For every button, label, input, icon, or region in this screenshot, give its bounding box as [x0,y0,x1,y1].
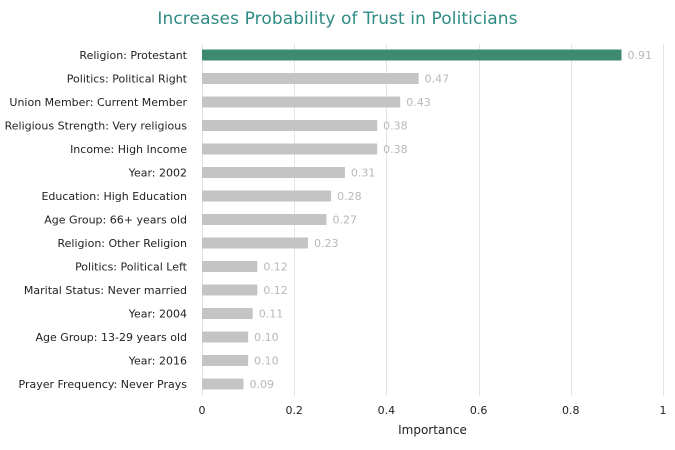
category-label-8: Religion: Other Religion [58,237,187,250]
category-label-1: Politics: Political Right [67,73,188,86]
value-label-8: 0.23 [314,237,339,250]
value-label-12: 0.10 [254,331,279,344]
value-label-10: 0.12 [263,284,288,297]
category-label-5: Year: 2002 [128,167,187,180]
bar-9 [202,261,258,272]
bar-3 [202,120,378,131]
x-tick-label-0: 0 [199,404,206,417]
bar-14 [202,378,244,390]
x-tick-label-4: 0.8 [562,404,580,417]
value-label-7: 0.27 [332,214,357,227]
bar-2 [202,96,401,108]
value-label-4: 0.38 [383,143,408,156]
value-label-13: 0.10 [254,355,279,368]
value-label-0: 0.91 [628,49,653,62]
bar-11 [202,308,253,319]
x-axis-ticks: 0 0.2 0.4 0.6 0.8 1 [199,404,667,417]
category-label-4: Income: High Income [70,143,187,156]
category-label-6: Education: High Education [41,190,187,203]
category-label-14: Prayer Frequency: Never Prays [19,378,188,391]
x-tick-label-3: 0.6 [470,404,488,417]
bar-6 [202,190,332,202]
category-label-2: Union Member: Current Member [9,96,187,109]
x-tick-label-1: 0.2 [285,404,303,417]
chart-title: Increases Probability of Trust in Politi… [157,9,518,29]
category-label-7: Age Group: 66+ years old [44,214,187,227]
category-label-10: Marital Status: Never married [24,284,187,297]
x-tick-label-2: 0.4 [378,404,396,417]
bar-13 [202,355,249,366]
category-label-11: Year: 2004 [128,308,187,321]
category-label-13: Year: 2016 [128,355,187,368]
value-label-14: 0.09 [249,378,273,391]
x-axis-title: Importance [398,423,467,437]
bar-5 [202,167,345,178]
value-label-1: 0.47 [425,73,450,86]
bar-8 [202,237,309,249]
value-label-9: 0.12 [263,261,288,274]
category-label-0: Religion: Protestant [79,49,187,62]
value-label-11: 0.11 [259,308,284,321]
category-label-9: Politics: Political Left [75,261,188,274]
category-label-12: Age Group: 13-29 years old [36,331,187,344]
value-label-2: 0.43 [406,96,431,109]
bar-1 [202,73,419,84]
value-label-6: 0.28 [337,190,362,203]
value-label-3: 0.38 [383,120,408,133]
category-label-3: Religious Strength: Very religious [5,120,188,133]
value-label-5: 0.31 [351,167,376,180]
labels-layer: Religion: Protestant 0.91 Politics: Politi… [5,49,652,391]
bar-12 [202,331,249,343]
bar-10 [202,284,258,296]
bar-4 [202,143,378,155]
bars-layer [202,49,622,390]
bar-7 [202,214,327,225]
x-tick-label-5: 1 [660,404,667,417]
bar-0 [202,49,622,61]
